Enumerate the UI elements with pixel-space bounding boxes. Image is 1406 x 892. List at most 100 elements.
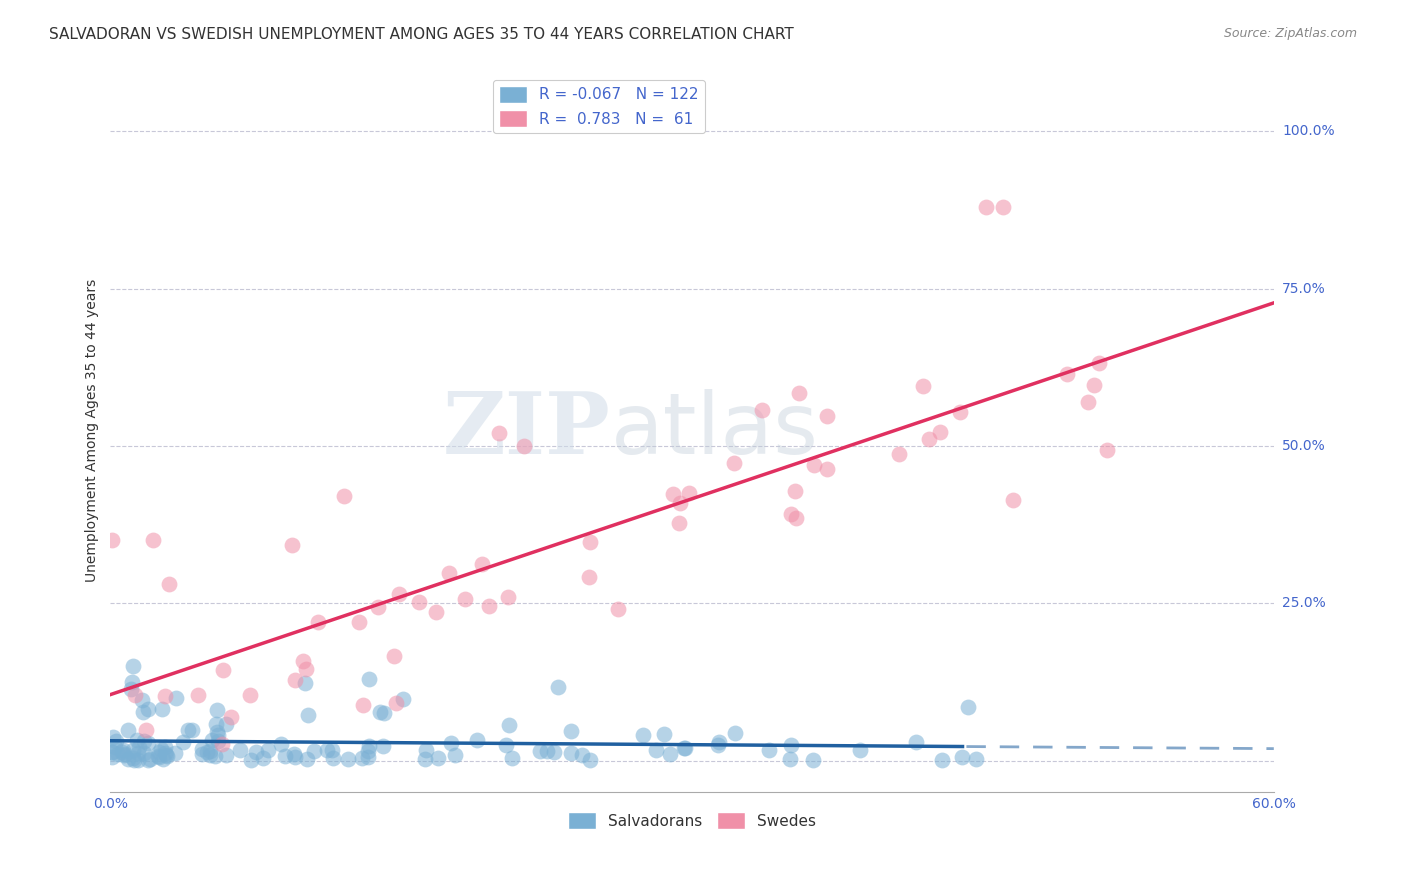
Point <box>408 595 430 609</box>
Text: Source: ZipAtlas.com: Source: ZipAtlas.com <box>1223 27 1357 40</box>
Point <box>138 753 160 767</box>
Point <box>454 591 477 606</box>
Point <box>150 702 173 716</box>
Point <box>388 586 411 600</box>
Point <box>357 749 380 764</box>
Point <box>758 743 780 757</box>
Point <box>373 739 395 754</box>
Point <box>134 723 156 737</box>
Point <box>803 458 825 473</box>
Point <box>645 743 668 757</box>
Point <box>779 752 801 766</box>
Point <box>415 743 437 757</box>
Point <box>284 750 307 764</box>
Point <box>801 753 824 767</box>
Point <box>965 752 987 766</box>
Point <box>336 752 359 766</box>
Point <box>136 702 159 716</box>
Point <box>359 739 381 754</box>
Point <box>112 748 135 763</box>
Y-axis label: Unemployment Among Ages 35 to 44 years: Unemployment Among Ages 35 to 44 years <box>86 278 100 582</box>
Point <box>849 743 872 757</box>
Point <box>121 659 143 673</box>
Point <box>172 735 194 749</box>
Point <box>152 752 174 766</box>
Point <box>292 655 315 669</box>
Point <box>200 744 222 758</box>
Point <box>245 745 267 759</box>
Point <box>678 486 700 500</box>
Point <box>134 746 156 760</box>
Point <box>1056 367 1078 381</box>
Point <box>155 746 177 760</box>
Point <box>190 741 212 756</box>
Point <box>571 747 593 762</box>
Point <box>257 743 280 757</box>
Point <box>138 751 160 765</box>
Point <box>560 723 582 738</box>
Text: 50.0%: 50.0% <box>1282 439 1326 453</box>
Point <box>191 747 214 761</box>
Point <box>707 738 730 752</box>
Point <box>146 749 169 764</box>
Point <box>215 717 238 731</box>
Point <box>136 736 159 750</box>
Point <box>673 741 696 756</box>
Text: 75.0%: 75.0% <box>1282 282 1326 295</box>
Point <box>114 747 136 761</box>
Point <box>205 703 228 717</box>
Point <box>117 723 139 737</box>
Point <box>187 688 209 702</box>
Point <box>783 483 806 498</box>
Point <box>163 746 186 760</box>
Point <box>302 744 325 758</box>
Point <box>382 648 405 663</box>
Point <box>529 744 551 758</box>
Point <box>931 753 953 767</box>
Point <box>107 747 129 762</box>
Point <box>385 696 408 710</box>
Text: ZIP: ZIP <box>443 388 610 472</box>
Point <box>127 746 149 760</box>
Point <box>439 566 461 580</box>
Point <box>815 409 838 423</box>
Point <box>122 751 145 765</box>
Point <box>356 744 378 758</box>
Point <box>132 705 155 719</box>
Point <box>322 751 344 765</box>
Point <box>307 615 329 629</box>
Point <box>887 447 910 461</box>
Point <box>281 537 304 551</box>
Point <box>122 753 145 767</box>
Point <box>212 663 235 677</box>
Point <box>111 745 134 759</box>
Point <box>349 615 371 629</box>
Point <box>668 496 690 510</box>
Point <box>165 690 187 705</box>
Point <box>283 747 305 762</box>
Point <box>155 747 177 762</box>
Point <box>578 752 600 766</box>
Point <box>121 743 143 757</box>
Point <box>101 731 124 745</box>
Point <box>198 748 221 763</box>
Point <box>297 752 319 766</box>
Point <box>101 745 124 759</box>
Point <box>578 535 600 549</box>
Point <box>560 747 582 761</box>
Point <box>392 692 415 706</box>
Text: 25.0%: 25.0% <box>1282 596 1326 610</box>
Point <box>488 426 510 441</box>
Point <box>1001 492 1024 507</box>
Point <box>207 728 229 742</box>
Point <box>205 725 228 739</box>
Point <box>321 743 343 757</box>
Point <box>101 750 124 764</box>
Point <box>127 753 149 767</box>
Point <box>195 745 218 759</box>
Point <box>536 744 558 758</box>
Point <box>658 747 681 762</box>
Point <box>928 425 950 439</box>
Point <box>498 718 520 732</box>
Point <box>1077 395 1099 409</box>
